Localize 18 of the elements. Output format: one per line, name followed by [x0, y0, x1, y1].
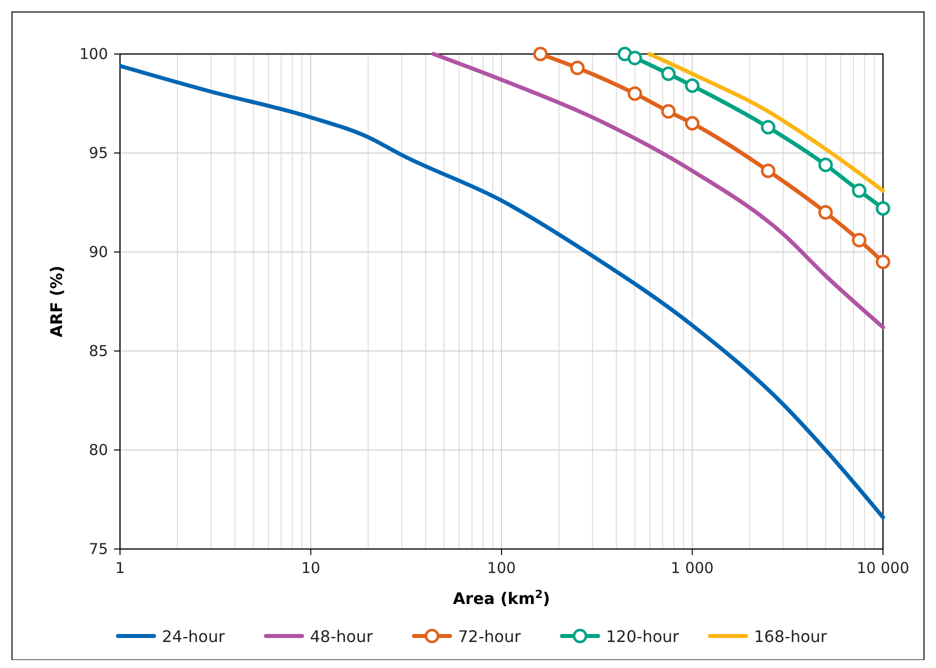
y-tick-label: 75	[88, 540, 108, 558]
x-tick-label: 1	[115, 559, 125, 577]
legend-label: 24-hour	[162, 627, 226, 646]
x-tick-label: 1 000	[670, 559, 714, 577]
y-tick-label: 85	[88, 342, 108, 360]
legend-label: 120-hour	[606, 627, 680, 646]
x-tick-label: 10	[301, 559, 320, 577]
x-axis-title: Area (km$^{2}$)	[452, 588, 550, 608]
y-tick-label: 95	[88, 144, 108, 162]
legend-label: 168-hour	[754, 627, 828, 646]
legend-label: 48-hour	[310, 627, 374, 646]
legend-label: 72-hour	[458, 627, 522, 646]
y-tick-label: 90	[88, 243, 108, 261]
y-axis-title: ARF (%)	[47, 266, 66, 338]
y-tick-label: 100	[79, 45, 108, 63]
x-tick-label: 10 000	[856, 559, 910, 577]
y-tick-label: 80	[88, 441, 108, 459]
x-tick-label: 100	[487, 559, 516, 577]
